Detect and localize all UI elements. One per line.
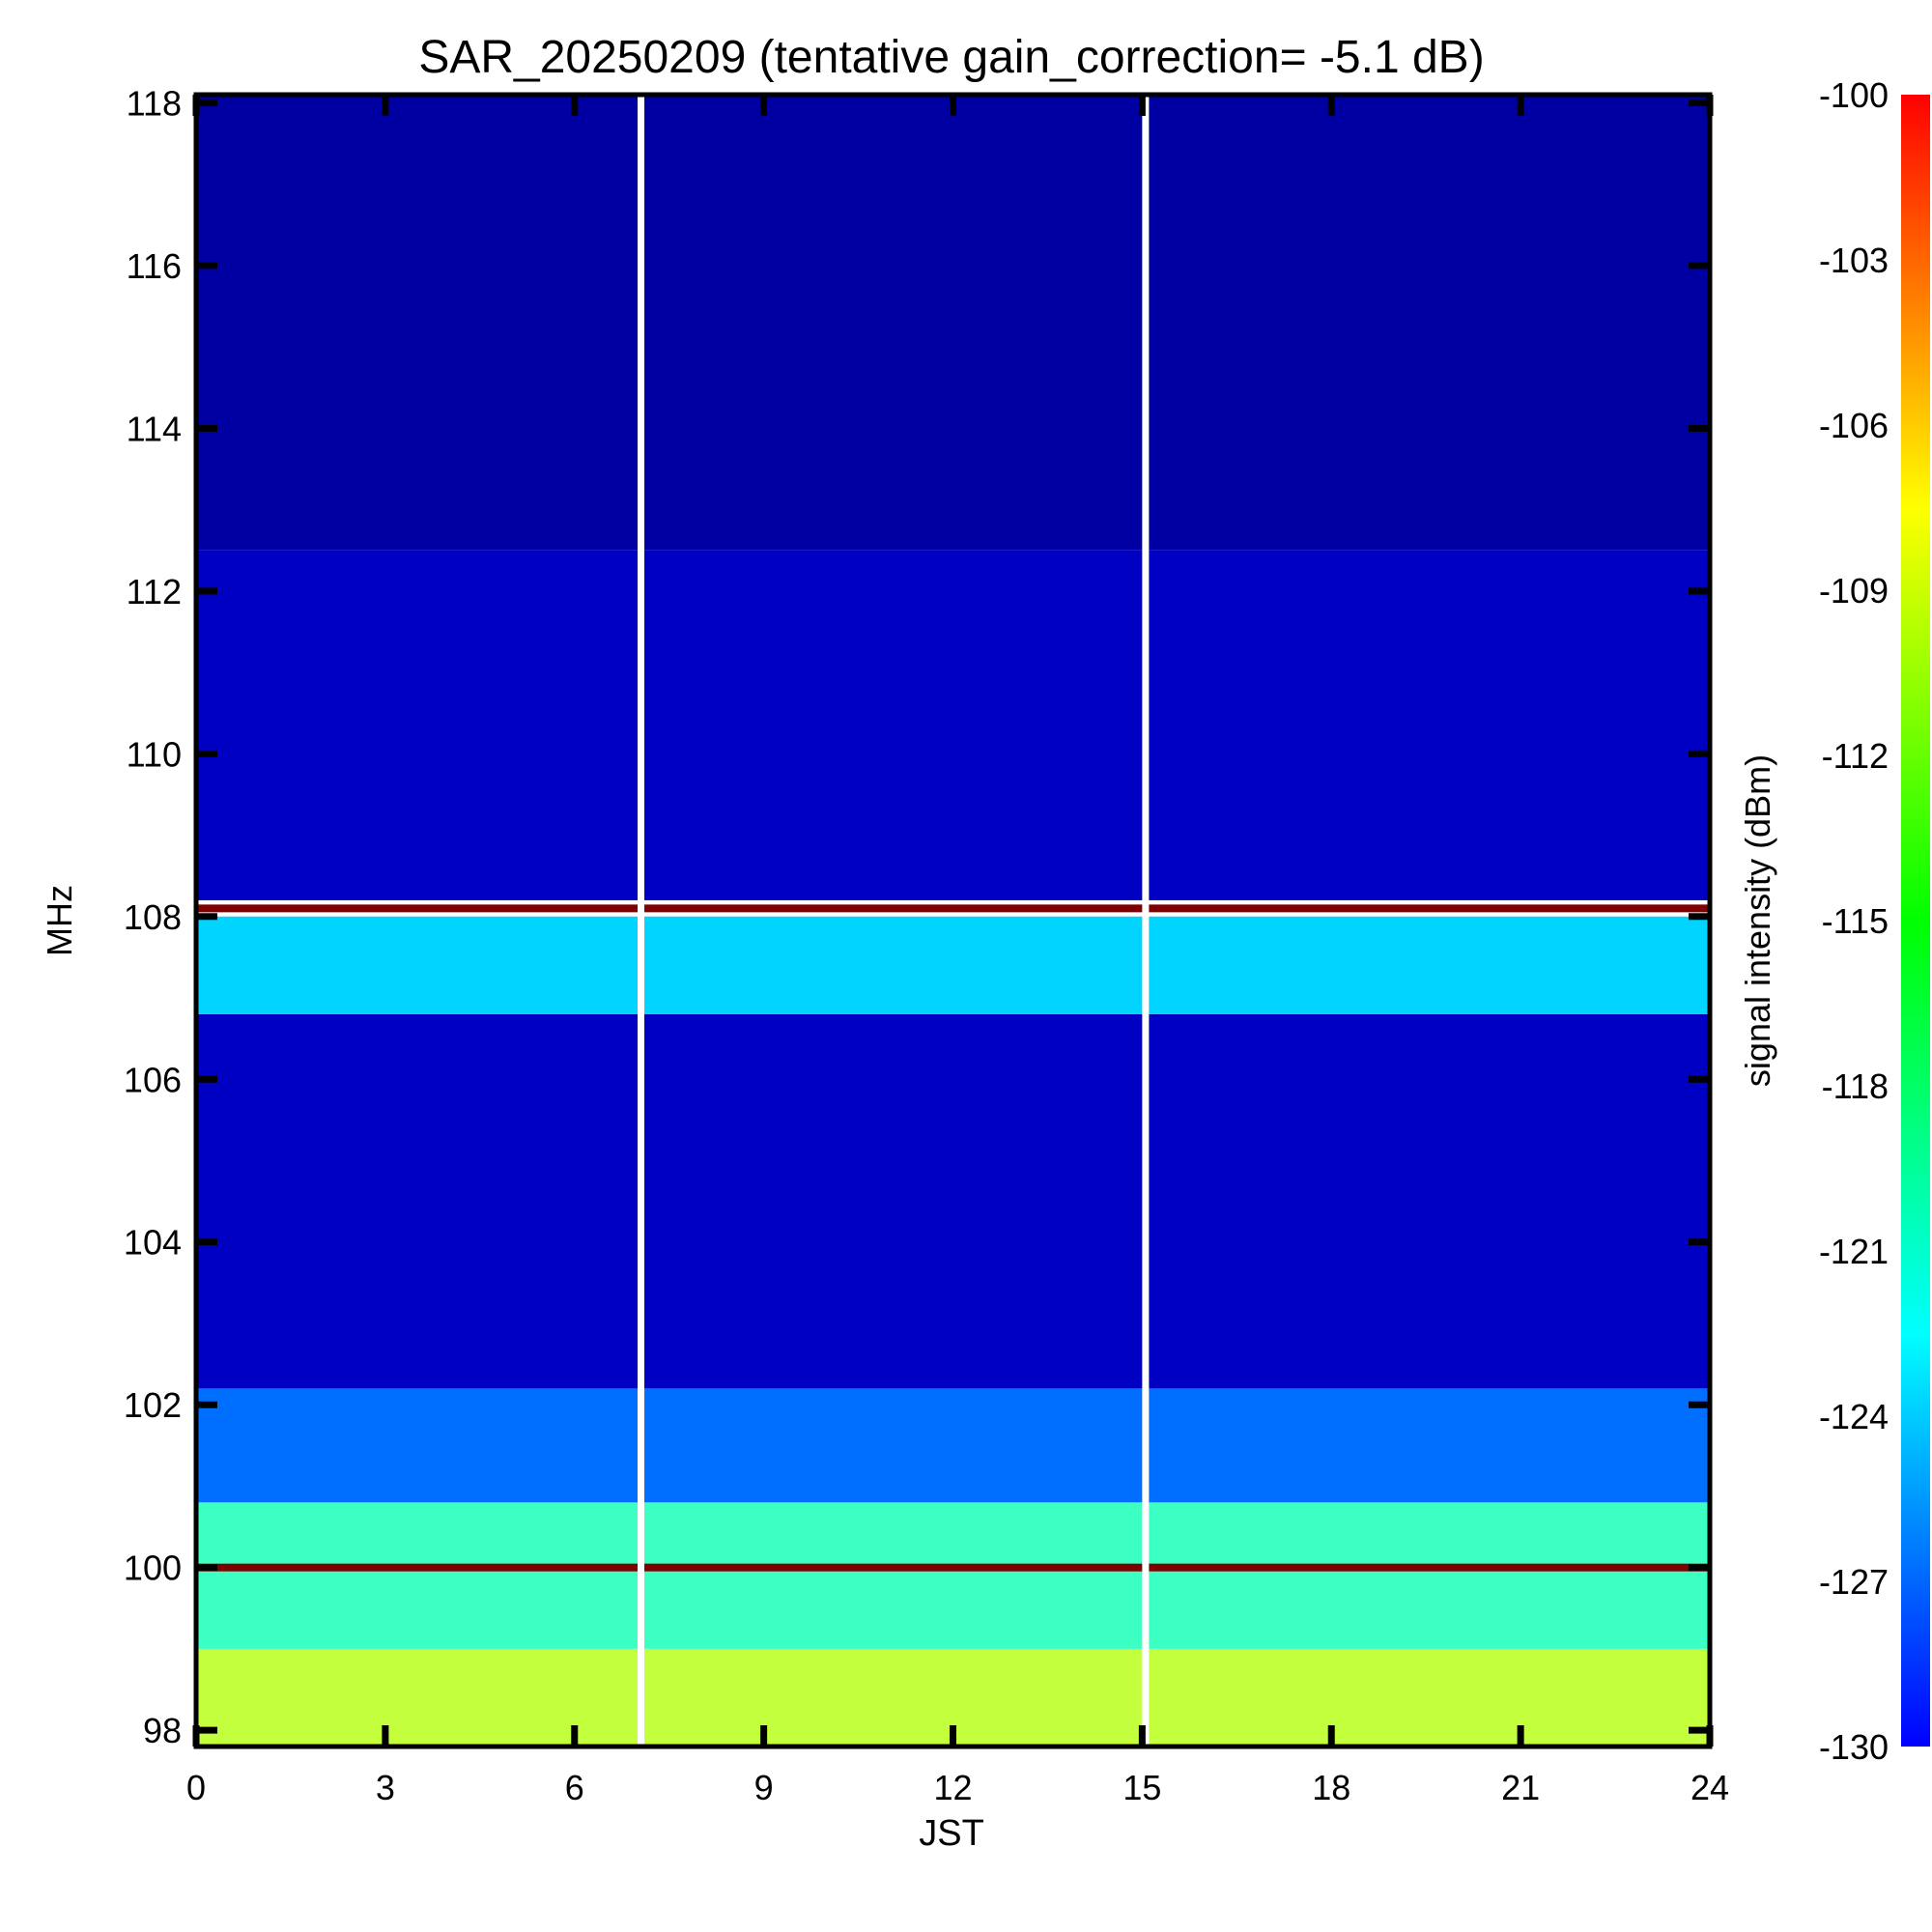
x-tick-label-3: 9	[754, 1768, 774, 1807]
y-tick-label-0: 98	[143, 1711, 182, 1750]
x-tick-label-2: 6	[565, 1768, 584, 1807]
x-axis-ticks: 0 3 6 9 12 15 18 21 24	[186, 95, 1729, 1807]
y-tick-label-6: 110	[127, 734, 182, 774]
heatmap-band-4	[196, 916, 1710, 1014]
y-tick-label-8: 114	[127, 409, 182, 448]
y-tick-label-3: 104	[124, 1223, 182, 1263]
y-axis-label: MHz	[40, 885, 79, 956]
data-gap-1	[1142, 95, 1150, 1747]
x-tick-label-4: 12	[933, 1768, 972, 1807]
y-tick-label-4: 106	[124, 1060, 182, 1099]
heatmap-band-5	[196, 550, 1710, 900]
heatmap-band-6	[196, 95, 1710, 551]
y-tick-label-5: 108	[124, 897, 182, 937]
y-tick-label-10: 118	[127, 83, 182, 123]
colorbar-tick-label-1: -103	[1819, 241, 1889, 280]
spectrogram-overlays	[196, 95, 1710, 1747]
y-tick-label-1: 100	[124, 1548, 182, 1588]
colorbar-tick-label-0: -100	[1819, 75, 1889, 115]
heatmap-band-2	[196, 1388, 1710, 1503]
x-tick-label-6: 18	[1312, 1768, 1350, 1807]
x-tick-label-7: 21	[1501, 1768, 1540, 1807]
colorbar-tick-label-7: -121	[1819, 1232, 1889, 1271]
colorbar	[1901, 95, 1930, 1747]
y-axis-ticks: 98 100 102 104 106 108 110 112 114 116 118	[124, 83, 1710, 1750]
heatmap-band-1	[196, 1502, 1710, 1649]
colorbar-tick-label-2: -106	[1819, 406, 1889, 445]
colorbar-tick-label-6: -118	[1822, 1066, 1889, 1106]
colorbar-tick-label-8: -124	[1819, 1397, 1889, 1436]
colorbar-tick-label-4: -112	[1822, 736, 1889, 776]
colorbar-tick-label-9: -127	[1819, 1562, 1889, 1602]
x-tick-label-1: 3	[376, 1768, 395, 1807]
y-tick-label-7: 112	[127, 572, 182, 611]
x-axis-label: JST	[919, 1813, 984, 1854]
strong-signal-line-0	[196, 1563, 1710, 1572]
colorbar-ticks: -100 -103 -106 -109 -112 -115 -118 -121 -124 -127…	[1819, 75, 1889, 1767]
heatmap-band-3	[196, 1013, 1710, 1389]
colorbar-tick-label-10: -130	[1819, 1727, 1889, 1767]
x-tick-label-8: 24	[1690, 1768, 1729, 1807]
colorbar-tick-label-3: -109	[1819, 571, 1889, 611]
y-tick-label-9: 116	[127, 246, 182, 286]
x-tick-label-5: 15	[1122, 1768, 1161, 1807]
chart-title: SAR_20250209 (tentative gain_correction=…	[418, 32, 1484, 83]
colorbar-label: signal intensity (dBm)	[1738, 754, 1777, 1087]
data-gap-0	[638, 95, 645, 1747]
y-tick-label-2: 102	[124, 1385, 182, 1425]
strong-signal-line-1	[196, 904, 1710, 913]
colorbar-tick-label-5: -115	[1822, 901, 1889, 941]
spectrogram-heatmap	[196, 95, 1710, 1747]
x-tick-label-0: 0	[186, 1768, 206, 1807]
